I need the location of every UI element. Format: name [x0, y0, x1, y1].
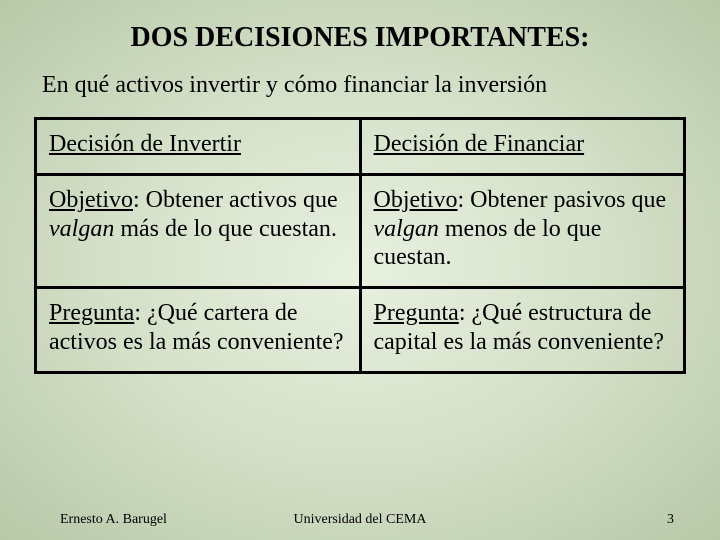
col1-obj-label: Objetivo — [49, 187, 133, 213]
col2-question-cell: Pregunta: ¿Qué estructura de capital es … — [360, 288, 685, 373]
col2-q-label: Pregunta — [374, 300, 459, 326]
col1-obj-pre: : Obtener activos que — [133, 187, 338, 213]
col1-header-cell: Decisión de Invertir — [36, 119, 361, 175]
col1-q-label: Pregunta — [49, 300, 134, 326]
col1-obj-em: valgan — [49, 216, 114, 242]
slide-subtitle: En qué activos invertir y cómo financiar… — [0, 72, 720, 117]
comparison-table: Decisión de Invertir Decisión de Financi… — [0, 117, 720, 374]
col2-header-cell: Decisión de Financiar — [360, 119, 685, 175]
col2-header: Decisión de Financiar — [374, 131, 585, 157]
col1-question-cell: Pregunta: ¿Qué cartera de activos es la … — [36, 288, 361, 373]
col2-obj-label: Objetivo — [374, 187, 458, 213]
col2-objective-cell: Objetivo: Obtener pasivos que valgan men… — [360, 174, 685, 287]
col1-header: Decisión de Invertir — [49, 131, 241, 157]
footer-institution: Universidad del CEMA — [294, 512, 427, 528]
slide-title: DOS DECISIONES IMPORTANTES: — [0, 0, 720, 72]
col1-objective-cell: Objetivo: Obtener activos que valgan más… — [36, 174, 361, 287]
footer-page-number: 3 — [667, 512, 674, 528]
footer-author: Ernesto A. Barugel — [60, 512, 167, 528]
col1-obj-post: más de lo que cuestan. — [114, 216, 337, 242]
col2-obj-em: valgan — [374, 216, 439, 242]
slide-footer: Ernesto A. Barugel Universidad del CEMA … — [0, 512, 720, 528]
col2-obj-pre: : Obtener pasivos que — [458, 187, 667, 213]
